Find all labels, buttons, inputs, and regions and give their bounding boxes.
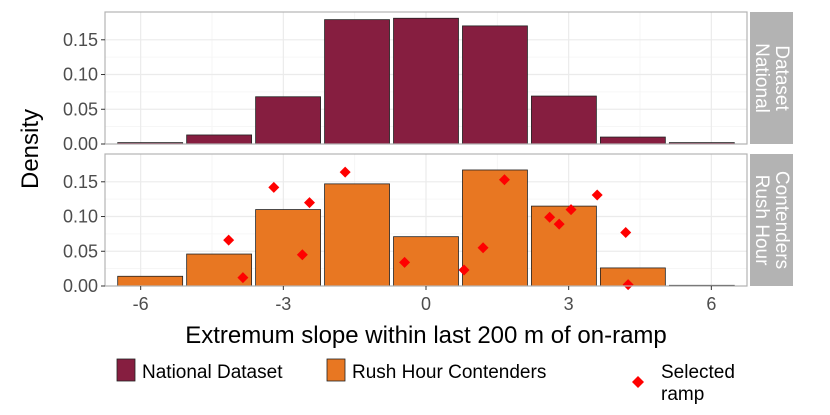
selected-ramp-point (544, 211, 556, 223)
x-tick-label: -3 (275, 294, 291, 314)
selected-ramp-point (477, 242, 489, 254)
panel-national: 0.00 0.05 0.10 0.15 National Dataset (63, 11, 793, 154)
histogram-bar (324, 183, 390, 287)
selected-ramp-point (296, 249, 308, 261)
y-tick-label: 0.10 (63, 65, 98, 85)
histogram-bar (462, 25, 528, 145)
legend-label-selected-ramp: Selected (661, 362, 735, 383)
legend-key-national (116, 358, 136, 382)
y-tick-label: 0.00 (63, 134, 98, 154)
facet-strip (750, 12, 793, 144)
selected-ramp-point (565, 204, 577, 216)
x-axis-title: Extremum slope within last 200 m of on-r… (185, 322, 667, 349)
y-tick-label: 0.15 (63, 172, 98, 192)
selected-ramp-point (591, 189, 603, 201)
y-tick-label: 0.05 (63, 241, 98, 261)
selected-ramp-point (458, 264, 470, 276)
selected-ramp-point (237, 272, 249, 284)
legend-label-selected-ramp: ramp (661, 384, 704, 405)
histogram-bar (255, 96, 321, 145)
y-tick-label: 0.10 (63, 207, 98, 227)
legend-key-selected-ramp (632, 376, 644, 388)
legend-label-national: National Dataset (142, 362, 283, 383)
x-tick-label: -6 (133, 294, 149, 314)
histogram-bar (531, 205, 597, 287)
panel-border (104, 11, 748, 145)
facet-strip-label: Dataset (771, 45, 792, 111)
selected-ramp-point (399, 256, 411, 268)
y-tick-label: 0.15 (63, 30, 98, 50)
facet-strip-label: National (751, 43, 772, 113)
y-tick-label: 0.00 (63, 276, 98, 296)
legend-label-rush-hour: Rush Hour Contenders (352, 362, 546, 383)
x-tick-label: 3 (564, 294, 574, 314)
selected-ramp-point (620, 227, 632, 239)
histogram-bar (117, 275, 184, 287)
legend-key-rush-hour (326, 358, 346, 382)
selected-ramp-point (303, 197, 315, 209)
histogram-bar (462, 169, 528, 287)
histogram-bar (599, 267, 666, 287)
selected-ramp-point (339, 166, 351, 178)
selected-ramp-point (498, 174, 510, 186)
selected-ramp-point (268, 181, 280, 193)
histogram-bar (531, 95, 597, 145)
selected-ramp-point (223, 234, 235, 246)
histogram-bar (324, 19, 390, 145)
panel-rush-hour: 0.00 0.05 0.10 0.15 Rush Hour Contenders (63, 153, 793, 296)
x-tick-label: 6 (706, 294, 716, 314)
facet-strip (750, 154, 793, 286)
facet-strip-label: Contenders (771, 171, 792, 269)
histogram-bar (255, 209, 321, 287)
histogram-bar (393, 17, 459, 145)
y-tick-label: 0.05 (63, 99, 98, 119)
selected-ramp-point (553, 218, 565, 230)
histogram-bar (599, 136, 666, 145)
selected-ramp-point (622, 279, 634, 291)
facet-strip-label: Rush Hour (751, 175, 772, 266)
histogram-bar (186, 134, 253, 145)
x-tick-label: 0 (421, 294, 431, 314)
legend: National Dataset Rush Hour Contenders Sele… (116, 358, 735, 405)
y-axis-title: Density (17, 109, 44, 189)
